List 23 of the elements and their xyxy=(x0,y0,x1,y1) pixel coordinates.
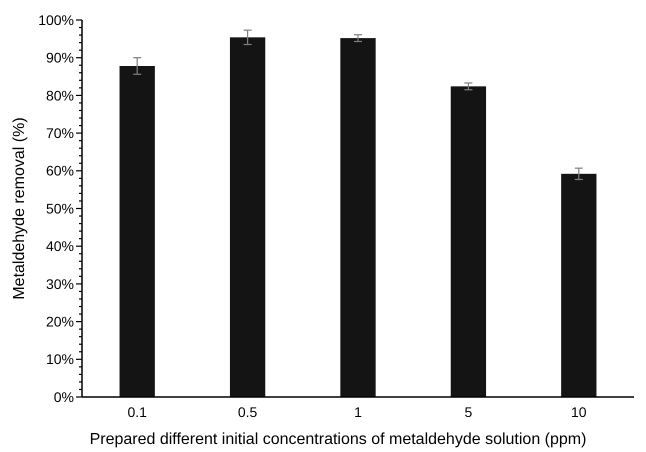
x-tick-label: 1 xyxy=(354,404,362,420)
x-tick-label: 10 xyxy=(571,404,587,420)
x-tick-label: 0.1 xyxy=(127,404,148,420)
y-tick-label: 100% xyxy=(38,12,74,28)
y-tick-label: 60% xyxy=(46,162,74,179)
y-tick-label: 90% xyxy=(46,50,74,66)
bar xyxy=(450,86,486,397)
y-tick-label: 30% xyxy=(46,276,74,292)
y-tick-label: 50% xyxy=(46,200,74,216)
y-tick-label: 40% xyxy=(46,238,74,254)
y-tick-label: 70% xyxy=(46,125,74,141)
y-tick-label: 20% xyxy=(46,314,74,330)
bar xyxy=(340,38,376,397)
y-tick-label: 10% xyxy=(46,351,74,368)
y-tick-label: 80% xyxy=(46,87,74,104)
bar xyxy=(120,66,155,397)
y-axis-title: Metaldehyde removal (%) xyxy=(11,117,28,300)
y-tick-label: 0% xyxy=(54,388,74,405)
x-tick-label: 0.5 xyxy=(238,404,258,420)
x-axis-title: Prepared different initial concentrations of metaldehyde solution (ppm) xyxy=(90,431,586,448)
x-tick-label: 5 xyxy=(464,404,472,420)
bar xyxy=(230,37,266,397)
bar xyxy=(561,174,596,397)
